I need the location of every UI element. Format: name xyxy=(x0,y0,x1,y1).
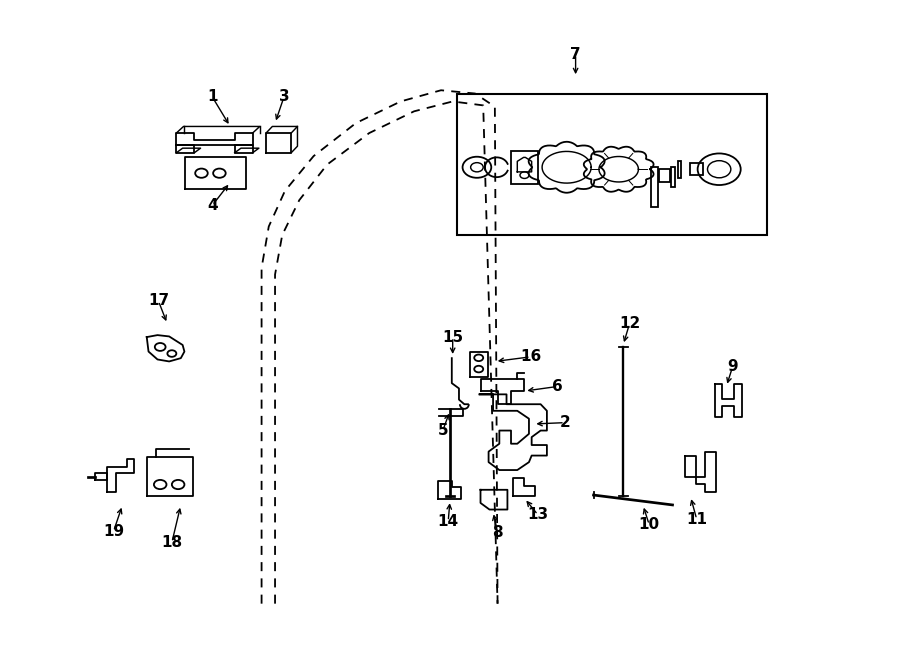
Bar xyxy=(670,167,675,187)
Text: 9: 9 xyxy=(727,359,738,374)
Bar xyxy=(678,161,681,178)
Text: 3: 3 xyxy=(279,89,289,104)
Text: 13: 13 xyxy=(527,507,548,522)
Text: 2: 2 xyxy=(560,415,571,430)
Text: 10: 10 xyxy=(639,517,660,532)
Text: 4: 4 xyxy=(207,198,218,213)
Bar xyxy=(659,169,670,182)
Text: 14: 14 xyxy=(437,514,459,529)
Text: 15: 15 xyxy=(442,330,464,344)
Text: 16: 16 xyxy=(520,349,542,364)
Text: 19: 19 xyxy=(103,524,124,539)
Text: 1: 1 xyxy=(207,89,218,104)
Text: 17: 17 xyxy=(148,293,169,309)
Text: 11: 11 xyxy=(686,512,707,527)
Text: 6: 6 xyxy=(553,379,563,394)
Bar xyxy=(511,151,538,184)
Text: 8: 8 xyxy=(492,525,503,540)
Text: 7: 7 xyxy=(571,46,580,61)
Bar xyxy=(651,167,658,207)
Text: 18: 18 xyxy=(161,535,183,550)
Text: 5: 5 xyxy=(437,423,448,438)
Text: 12: 12 xyxy=(619,317,640,331)
Bar xyxy=(457,94,767,235)
Bar xyxy=(690,163,703,175)
